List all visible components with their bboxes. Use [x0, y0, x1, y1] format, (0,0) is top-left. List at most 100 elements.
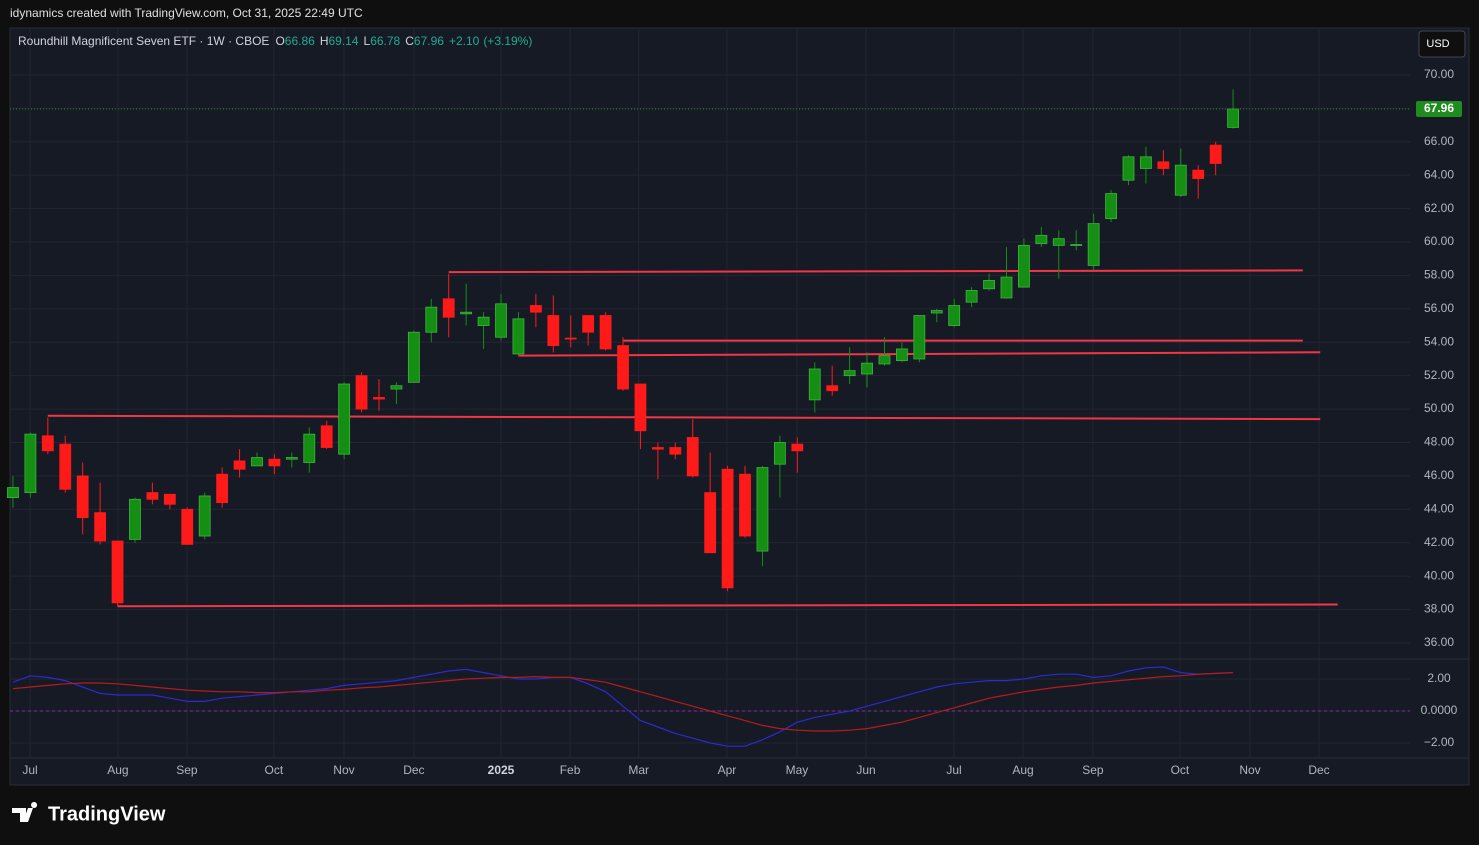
brand: TradingView	[48, 803, 166, 825]
currency[interactable]: USD	[1426, 38, 1449, 50]
ohlc-value: 67.96	[414, 34, 444, 48]
candle-body	[41, 435, 54, 452]
candle-body	[355, 375, 368, 410]
x-tick-label: Nov	[333, 763, 354, 777]
candle-body	[965, 290, 978, 303]
candle-body	[512, 318, 525, 355]
candle-body	[930, 310, 943, 314]
candle-body	[808, 368, 821, 401]
candle-body	[739, 473, 751, 537]
y-tick-label: 42.00	[1424, 535, 1454, 549]
y-tick-label: 66.00	[1424, 134, 1454, 148]
candle-body	[861, 362, 873, 375]
candle-body	[896, 348, 908, 362]
x-tick-label: Oct	[1171, 763, 1190, 777]
y-tick-label: 36.00	[1424, 635, 1454, 649]
brand-logo: TradingView	[12, 802, 166, 825]
x-tick-label: Dec	[1308, 763, 1329, 777]
candle-body	[251, 457, 263, 467]
y-tick-label: 62.00	[1424, 201, 1454, 215]
ohlc-label: L	[364, 34, 371, 48]
candle-body	[948, 305, 961, 326]
x-tick-label: Apr	[718, 763, 737, 777]
candle-body	[983, 280, 995, 290]
candle-body	[111, 540, 124, 604]
candle-body	[216, 473, 229, 504]
ohlc-value: 66.86	[285, 34, 315, 48]
x-tick-label: Sep	[176, 763, 198, 777]
candle-body	[564, 337, 577, 340]
candle-body	[76, 475, 89, 519]
candle-body	[617, 345, 629, 390]
candle-body	[913, 315, 926, 360]
horizontal-level	[47, 414, 1321, 421]
x-tick-label: Jun	[856, 763, 875, 777]
grid: Jul Aug Sep Oct Nov Dec 2025 Feb Mar Apr May Jun Jul…	[10, 28, 1458, 777]
horizontal-level	[448, 269, 1303, 274]
candle-body	[425, 306, 438, 333]
candle-body	[686, 437, 699, 477]
candle-body	[129, 498, 141, 540]
candle-body	[721, 468, 734, 589]
logo-icon	[12, 802, 38, 822]
candle-body	[268, 458, 281, 467]
candle-body	[1157, 161, 1170, 169]
candle-body	[146, 492, 159, 500]
ohlc-label: H	[320, 34, 329, 48]
candle-body	[233, 460, 246, 470]
horizontal-level	[117, 603, 1338, 608]
change-percent: (+3.19%)	[483, 34, 532, 48]
y-tick-label: 48.00	[1424, 435, 1454, 449]
y-tick-label: 70.00	[1424, 67, 1454, 81]
candle-body	[338, 383, 351, 455]
candle-body	[460, 311, 473, 315]
y-tick-label: 64.00	[1424, 167, 1454, 181]
y-tick-label: 50.00	[1424, 401, 1454, 415]
y-tick-label: 44.00	[1424, 501, 1454, 515]
candle-body	[1070, 244, 1083, 246]
y-tick-label: 58.00	[1424, 268, 1454, 282]
x-tick-label: Jul	[22, 763, 37, 777]
candle-body	[1087, 223, 1100, 266]
x-tick-label: Sep	[1082, 763, 1104, 777]
candle-body	[1018, 244, 1030, 288]
symbol-title: Roundhill Magnificent Seven ETF · 1W · C…	[18, 34, 269, 48]
y-tick-label: 56.00	[1424, 301, 1454, 315]
candle-body	[756, 467, 769, 552]
candle-body	[669, 447, 682, 455]
top-bar: idynamics created with TradingView.com, …	[10, 6, 363, 20]
x-tick-label: Mar	[628, 763, 649, 777]
candle-body	[773, 442, 786, 465]
x-tick-label: Aug	[107, 763, 128, 777]
candle-body	[1227, 108, 1239, 128]
candle-body	[582, 315, 595, 333]
candle-body	[320, 425, 333, 448]
last-price-label: 67.96	[1424, 101, 1454, 115]
candle-body	[285, 457, 298, 460]
indicator-line	[12, 666, 1234, 747]
candle-body	[59, 443, 72, 490]
candle-body	[826, 385, 839, 392]
x-tick-label: Aug	[1012, 763, 1033, 777]
candle-body	[1174, 164, 1187, 196]
candle-body	[407, 331, 420, 383]
y-tick-label: 38.00	[1424, 602, 1454, 616]
ohlc-value: 69.14	[328, 34, 358, 48]
x-tick-label: Nov	[1239, 763, 1260, 777]
y-tick-label: −2.00	[1424, 735, 1455, 749]
currency-button[interactable]	[1418, 30, 1466, 58]
x-tick-label: 2025	[488, 763, 515, 777]
candle-body	[477, 316, 490, 326]
candle-body	[634, 383, 647, 432]
indicator-line	[12, 672, 1234, 732]
y-tick-label: 0.0000	[1421, 703, 1458, 717]
change: +2.10	[449, 34, 480, 48]
candle-body	[1000, 276, 1013, 299]
candle-body	[529, 305, 542, 313]
ohlc-label: C	[405, 34, 414, 48]
candle-body	[843, 370, 856, 377]
x-tick-label: Oct	[265, 763, 284, 777]
candle-body	[547, 315, 560, 346]
candle-body	[1209, 144, 1222, 164]
